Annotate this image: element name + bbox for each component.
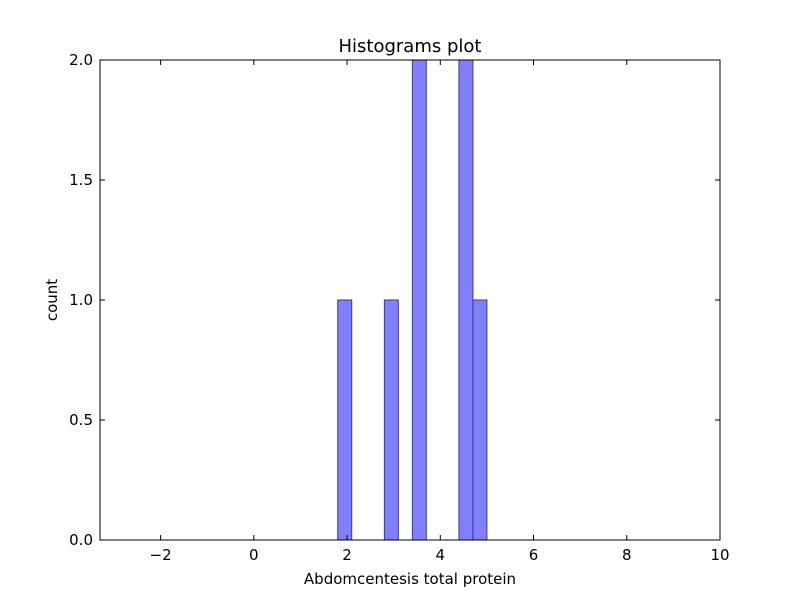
histogram-bar-4 — [472, 299, 488, 541]
x-tick-label: 8 — [622, 546, 632, 564]
chart-title: Histograms plot — [339, 36, 482, 57]
y-tick-label: 1.5 — [69, 171, 93, 189]
histogram-bar-1 — [383, 299, 399, 541]
x-tick-label: 10 — [710, 546, 729, 564]
x-axis-label: Abdomcentesis total protein — [304, 570, 516, 588]
histogram-bar-3 — [458, 59, 474, 541]
histogram-bar-2 — [411, 59, 427, 541]
x-tick-label: 2 — [342, 546, 352, 564]
x-tick-label: 0 — [249, 546, 259, 564]
y-axis-label: count — [43, 279, 61, 321]
y-tick-label: 0.0 — [69, 531, 93, 549]
y-tick-label: 1.0 — [69, 291, 93, 309]
plot-frame — [99, 59, 721, 541]
histogram-bar-0 — [337, 299, 353, 541]
y-tick-label: 2.0 — [69, 51, 93, 69]
x-tick-label: 4 — [436, 546, 446, 564]
x-tick-label: 6 — [529, 546, 539, 564]
y-tick-label: 0.5 — [69, 411, 93, 429]
ticks-group: −2 0 2 4 6 8 10 0.0 0.5 1.0 1.5 2.0 — [69, 51, 729, 564]
x-tick-label: −2 — [150, 546, 172, 564]
bars-group — [337, 59, 488, 541]
